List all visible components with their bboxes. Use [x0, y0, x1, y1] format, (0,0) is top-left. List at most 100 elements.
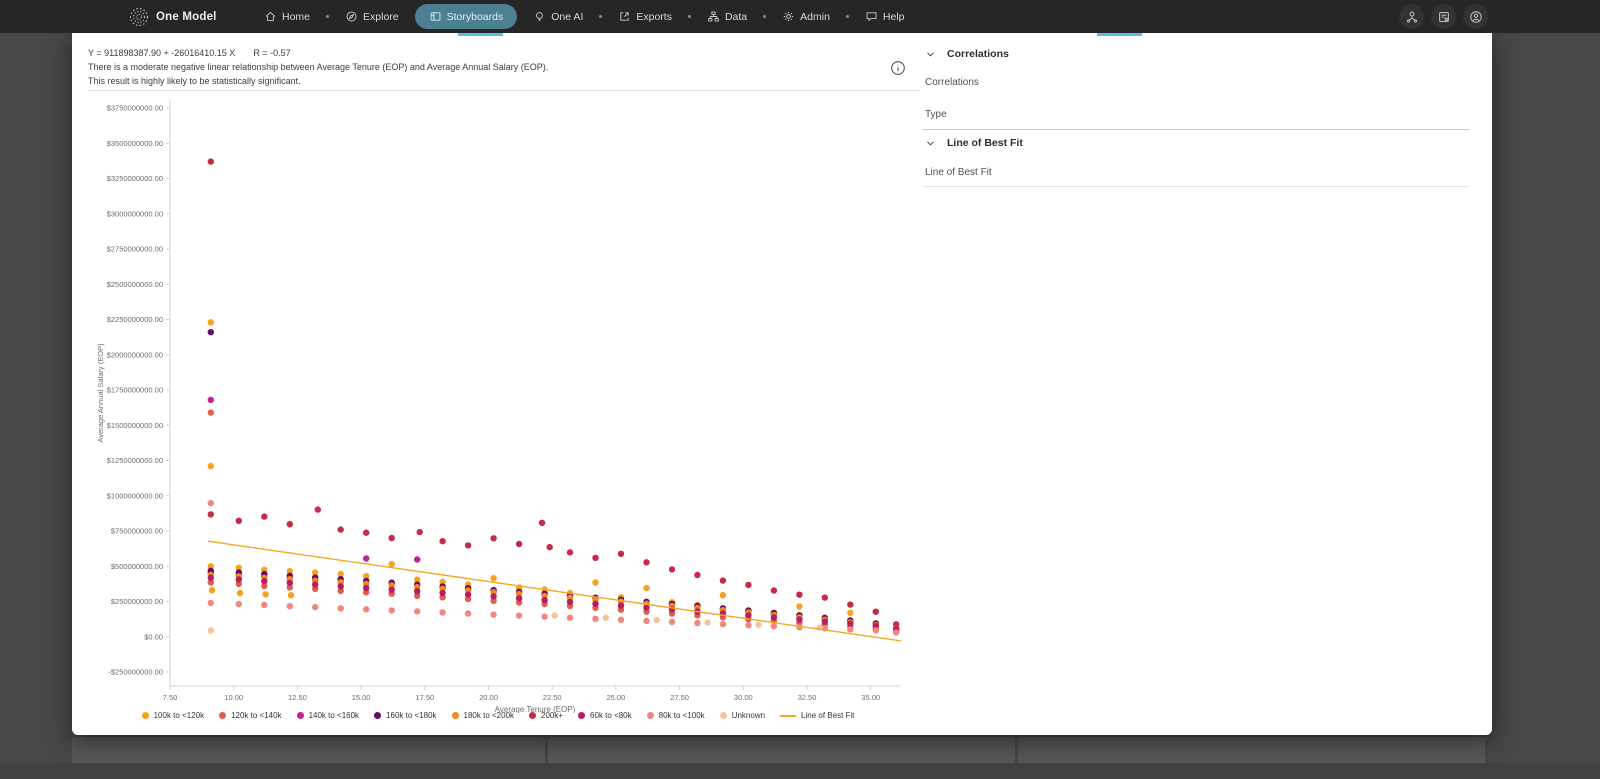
legend-item[interactable]: 120k to <140k: [219, 711, 282, 720]
boards-manage-button[interactable]: [1431, 4, 1456, 29]
legend-item[interactable]: Unknown: [719, 711, 766, 720]
scatter-point: [796, 603, 803, 610]
scatter-point: [207, 329, 214, 336]
y-tick-label: $2250000000.00: [107, 315, 163, 324]
lobf-row-label: Line of Best Fit: [925, 167, 992, 178]
account-button[interactable]: [1463, 4, 1488, 29]
scatter-point: [262, 591, 269, 598]
type-row-label: Type: [925, 109, 947, 120]
y-tick-label: $1250000000.00: [107, 456, 163, 465]
background-strip: [0, 763, 1600, 779]
x-tick-label: 30.00: [734, 693, 753, 702]
correlations-row-label: Correlations: [925, 77, 979, 88]
nav-item-admin[interactable]: Admin: [773, 0, 839, 33]
scatter-point: [541, 613, 548, 620]
scatter-point: [602, 614, 609, 621]
y-tick-label: $3250000000.00: [107, 174, 163, 183]
y-tick-label: $250000000.00: [111, 597, 163, 606]
y-tick-label: -$250000000.00: [108, 668, 163, 677]
scatter-point: [235, 600, 242, 608]
legend-item[interactable]: 60k to <80k: [578, 711, 632, 720]
correlations-section-header[interactable]: Correlations: [925, 48, 1009, 60]
x-tick-label: 25.00: [607, 693, 626, 702]
lobf-section-header[interactable]: Line of Best Fit: [925, 137, 1023, 149]
scatter-point: [546, 543, 553, 551]
scatter-point: [207, 409, 214, 416]
scatter-point: [363, 606, 370, 613]
scatter-point: [337, 583, 344, 590]
nav-separator-dot: [599, 15, 603, 18]
scatter-point: [261, 582, 268, 590]
legend-item[interactable]: 100k to <120k: [141, 711, 204, 720]
scatter-point: [414, 588, 421, 595]
legend-item[interactable]: 80k to <100k: [646, 711, 705, 720]
legend-item-line-of-best-fit[interactable]: Line of Best Fit: [780, 711, 854, 720]
scatter-point: [337, 526, 344, 533]
help-icon: [866, 12, 877, 22]
scatter-point: [847, 620, 854, 627]
x-tick-label: 32.50: [798, 693, 817, 702]
scatter-point: [893, 621, 900, 628]
nav-item-home[interactable]: Home: [255, 0, 319, 33]
significance-note: This result is highly likely to be stati…: [88, 76, 301, 86]
scatter-point: [207, 158, 214, 165]
org-share-button[interactable]: [1399, 4, 1424, 29]
scatter-point: [515, 595, 523, 602]
scatter-point: [414, 556, 421, 563]
scatter-point: [770, 587, 778, 594]
legend-item[interactable]: 160k to <180k: [374, 711, 437, 720]
legend-item[interactable]: 180k to <200k: [451, 711, 514, 720]
legend-swatch: [646, 712, 654, 719]
scatter-point: [207, 462, 214, 470]
x-tick-label: 20.00: [479, 693, 498, 702]
header-divider: [88, 90, 920, 91]
r-value: R = -0.57: [253, 48, 291, 58]
one-model-logo[interactable]: One Model: [128, 0, 217, 33]
scatter-point: [592, 615, 599, 622]
scatter-point: [796, 616, 803, 623]
one-ai-icon: [536, 12, 544, 22]
data-icon: [708, 11, 719, 22]
scatter-point: [388, 607, 395, 614]
scatter-point: [235, 564, 242, 571]
chart-legend: 100k to <120k 120k to <140k 140k to <160k 1…: [88, 711, 908, 720]
scatter-point: [538, 519, 546, 526]
scatter-point: [872, 622, 879, 630]
legend-line-swatch: [780, 714, 797, 717]
scatter-point: [490, 597, 497, 604]
nav-item-data[interactable]: Data: [698, 0, 756, 33]
scatter-chart[interactable]: $3750000000.00 $3500000000.00 $3250000000.…: [72, 33, 922, 713]
tab-indicator[interactable]: [458, 33, 503, 36]
legend-item[interactable]: 200k+: [529, 711, 563, 720]
nav-item-storyboards[interactable]: Storyboards: [414, 4, 518, 29]
scatter-point: [617, 550, 625, 557]
legend-label: 140k to <160k: [308, 711, 360, 720]
nav-item-label: One AI: [551, 10, 584, 23]
scatter-point: [207, 579, 214, 586]
scatter-point: [261, 601, 268, 609]
x-tick-label: 27.50: [670, 693, 689, 702]
scatter-point: [337, 605, 344, 612]
scatter-point: [363, 555, 370, 562]
scatter-point: [235, 580, 242, 588]
correlation-description: There is a moderate negative linear rela…: [88, 62, 549, 72]
legend-label: 60k to <80k: [590, 711, 632, 720]
nav-item-one-ai[interactable]: One AI: [524, 0, 592, 33]
info-icon[interactable]: [890, 60, 906, 76]
legend-label: Unknown: [731, 711, 766, 720]
scatter-point: [439, 578, 446, 585]
tab-indicator[interactable]: [1097, 33, 1142, 36]
nav-item-explore[interactable]: Explore: [336, 0, 408, 33]
nav-item-exports[interactable]: Exports: [609, 0, 681, 33]
legend-item[interactable]: 140k to <160k: [296, 711, 360, 720]
scatter-point: [207, 319, 214, 326]
one-model-swirl-icon: [129, 7, 149, 26]
boards-manage-icon: [1438, 11, 1449, 22]
scatter-point: [770, 623, 778, 630]
scatter-point: [286, 568, 293, 575]
nav-separator-dot: [845, 15, 849, 18]
scatter-point: [414, 592, 421, 600]
nav-menu: Home Explore Storyboards One AI Exports Data A…: [255, 0, 914, 33]
scatter-point: [755, 621, 762, 628]
nav-item-help[interactable]: Help: [856, 0, 914, 33]
